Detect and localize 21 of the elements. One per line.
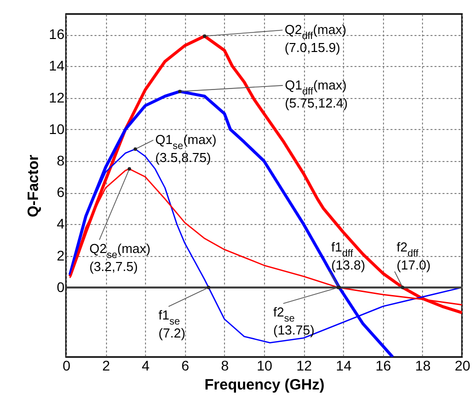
y-tick-label: 16 xyxy=(48,26,65,42)
x-tick-label: 8 xyxy=(221,358,229,374)
x-tick-label: 12 xyxy=(296,358,312,374)
x-tick-label: 4 xyxy=(142,358,150,374)
y-tick-label: 2 xyxy=(56,247,65,264)
x-tick-label: 14 xyxy=(336,358,352,374)
y-tick-label: 6 xyxy=(56,184,65,200)
x-tick-label: 6 xyxy=(181,358,190,374)
x-tick-label: 16 xyxy=(376,358,392,374)
y-tick-label: 0 xyxy=(56,278,65,295)
x-axis-title: Frequency (GHz) xyxy=(204,376,325,394)
y-tick-label: 4 xyxy=(56,216,65,232)
x-tick-label: 2 xyxy=(102,358,110,374)
y-tick-label: 14 xyxy=(48,58,65,74)
x-tick-label: 10 xyxy=(256,358,272,374)
y-axis-title: Q-Factor xyxy=(24,154,42,218)
y-tick-label: 10 xyxy=(48,120,65,137)
x-tick-label: 20 xyxy=(454,358,470,374)
x-tick-label: 18 xyxy=(415,358,431,374)
y-tick-label: 12 xyxy=(48,89,65,106)
y-tick-label: 8 xyxy=(56,152,65,168)
